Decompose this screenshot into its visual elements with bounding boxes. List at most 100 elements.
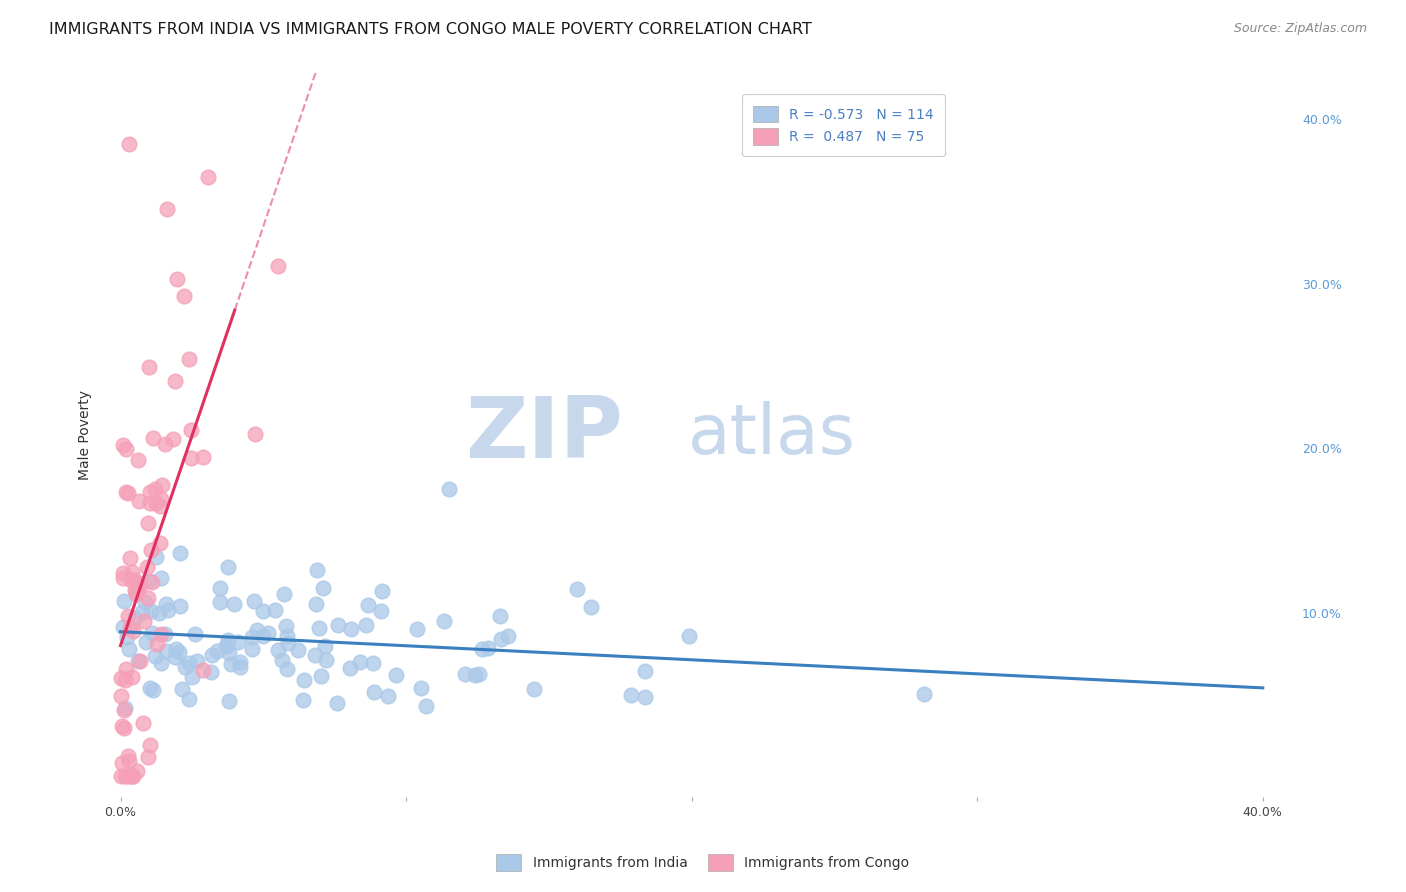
Point bbox=[141, 626, 163, 640]
Point bbox=[208, 581, 231, 595]
Point bbox=[224, 597, 246, 611]
Point bbox=[145, 482, 167, 496]
Text: atlas: atlas bbox=[688, 401, 856, 468]
Point bbox=[246, 623, 269, 637]
Point bbox=[136, 591, 159, 605]
Point bbox=[304, 597, 326, 611]
Point bbox=[191, 663, 214, 677]
Point bbox=[165, 641, 187, 656]
Point bbox=[121, 624, 143, 639]
Point bbox=[156, 202, 179, 216]
Point bbox=[177, 692, 200, 706]
Point bbox=[186, 653, 208, 667]
Legend: R = -0.573   N = 114, R =  0.487   N = 75: R = -0.573 N = 114, R = 0.487 N = 75 bbox=[742, 95, 945, 156]
Point bbox=[177, 656, 200, 670]
Point bbox=[177, 351, 200, 366]
Point bbox=[141, 574, 163, 589]
Point bbox=[114, 442, 136, 456]
Point bbox=[125, 764, 148, 779]
Point bbox=[155, 644, 177, 658]
Point bbox=[122, 769, 145, 783]
Point bbox=[145, 496, 167, 510]
Point bbox=[143, 648, 166, 663]
Point bbox=[139, 485, 162, 500]
Point bbox=[124, 586, 146, 600]
Text: ZIP: ZIP bbox=[465, 393, 623, 476]
Point bbox=[132, 715, 155, 730]
Point bbox=[125, 584, 148, 599]
Point bbox=[620, 688, 643, 702]
Point bbox=[218, 646, 240, 660]
Point bbox=[243, 593, 266, 607]
Point bbox=[156, 603, 179, 617]
Point bbox=[117, 630, 139, 644]
Point bbox=[357, 598, 380, 612]
Point bbox=[135, 560, 157, 574]
Point bbox=[145, 549, 167, 564]
Point bbox=[240, 630, 263, 644]
Point bbox=[339, 623, 361, 637]
Y-axis label: Male Poverty: Male Poverty bbox=[79, 390, 93, 480]
Point bbox=[184, 626, 207, 640]
Point bbox=[117, 769, 139, 783]
Point bbox=[489, 632, 512, 646]
Point bbox=[215, 639, 238, 653]
Point bbox=[162, 432, 184, 446]
Point bbox=[363, 685, 385, 699]
Legend: Immigrants from India, Immigrants from Congo: Immigrants from India, Immigrants from C… bbox=[489, 847, 917, 878]
Point bbox=[112, 620, 135, 634]
Point bbox=[139, 496, 162, 510]
Point bbox=[149, 500, 172, 514]
Point bbox=[117, 485, 139, 500]
Point bbox=[228, 660, 250, 674]
Point bbox=[218, 694, 240, 708]
Point bbox=[311, 581, 333, 595]
Point bbox=[276, 629, 298, 643]
Point bbox=[912, 687, 935, 701]
Point bbox=[149, 656, 172, 670]
Point bbox=[579, 600, 602, 615]
Point bbox=[217, 633, 239, 648]
Point bbox=[150, 627, 173, 641]
Point bbox=[153, 437, 176, 451]
Point bbox=[409, 681, 432, 695]
Point bbox=[304, 648, 326, 663]
Point bbox=[339, 661, 361, 675]
Point bbox=[114, 769, 136, 783]
Point bbox=[257, 626, 280, 640]
Point bbox=[307, 563, 329, 577]
Point bbox=[308, 621, 330, 635]
Point bbox=[370, 584, 392, 599]
Point bbox=[165, 650, 187, 665]
Point bbox=[464, 667, 486, 681]
Point bbox=[309, 669, 332, 683]
Point bbox=[181, 670, 204, 684]
Point bbox=[112, 702, 135, 716]
Point bbox=[406, 623, 429, 637]
Point bbox=[148, 536, 170, 550]
Point bbox=[634, 665, 657, 679]
Text: Source: ZipAtlas.com: Source: ZipAtlas.com bbox=[1233, 22, 1367, 36]
Point bbox=[201, 648, 224, 663]
Point bbox=[489, 609, 512, 624]
Point bbox=[215, 639, 238, 653]
Point bbox=[112, 571, 135, 585]
Point bbox=[118, 136, 141, 151]
Point bbox=[148, 606, 170, 620]
Point bbox=[150, 491, 173, 506]
Point bbox=[127, 576, 149, 591]
Point bbox=[274, 619, 297, 633]
Point bbox=[415, 699, 437, 714]
Point bbox=[111, 719, 134, 733]
Point bbox=[149, 570, 172, 584]
Point bbox=[114, 485, 136, 500]
Point bbox=[131, 606, 153, 620]
Point bbox=[142, 682, 165, 697]
Point bbox=[111, 438, 134, 452]
Point bbox=[219, 657, 242, 672]
Point bbox=[136, 750, 159, 764]
Point bbox=[124, 582, 146, 597]
Point bbox=[111, 756, 134, 770]
Point bbox=[433, 614, 456, 628]
Point bbox=[118, 641, 141, 656]
